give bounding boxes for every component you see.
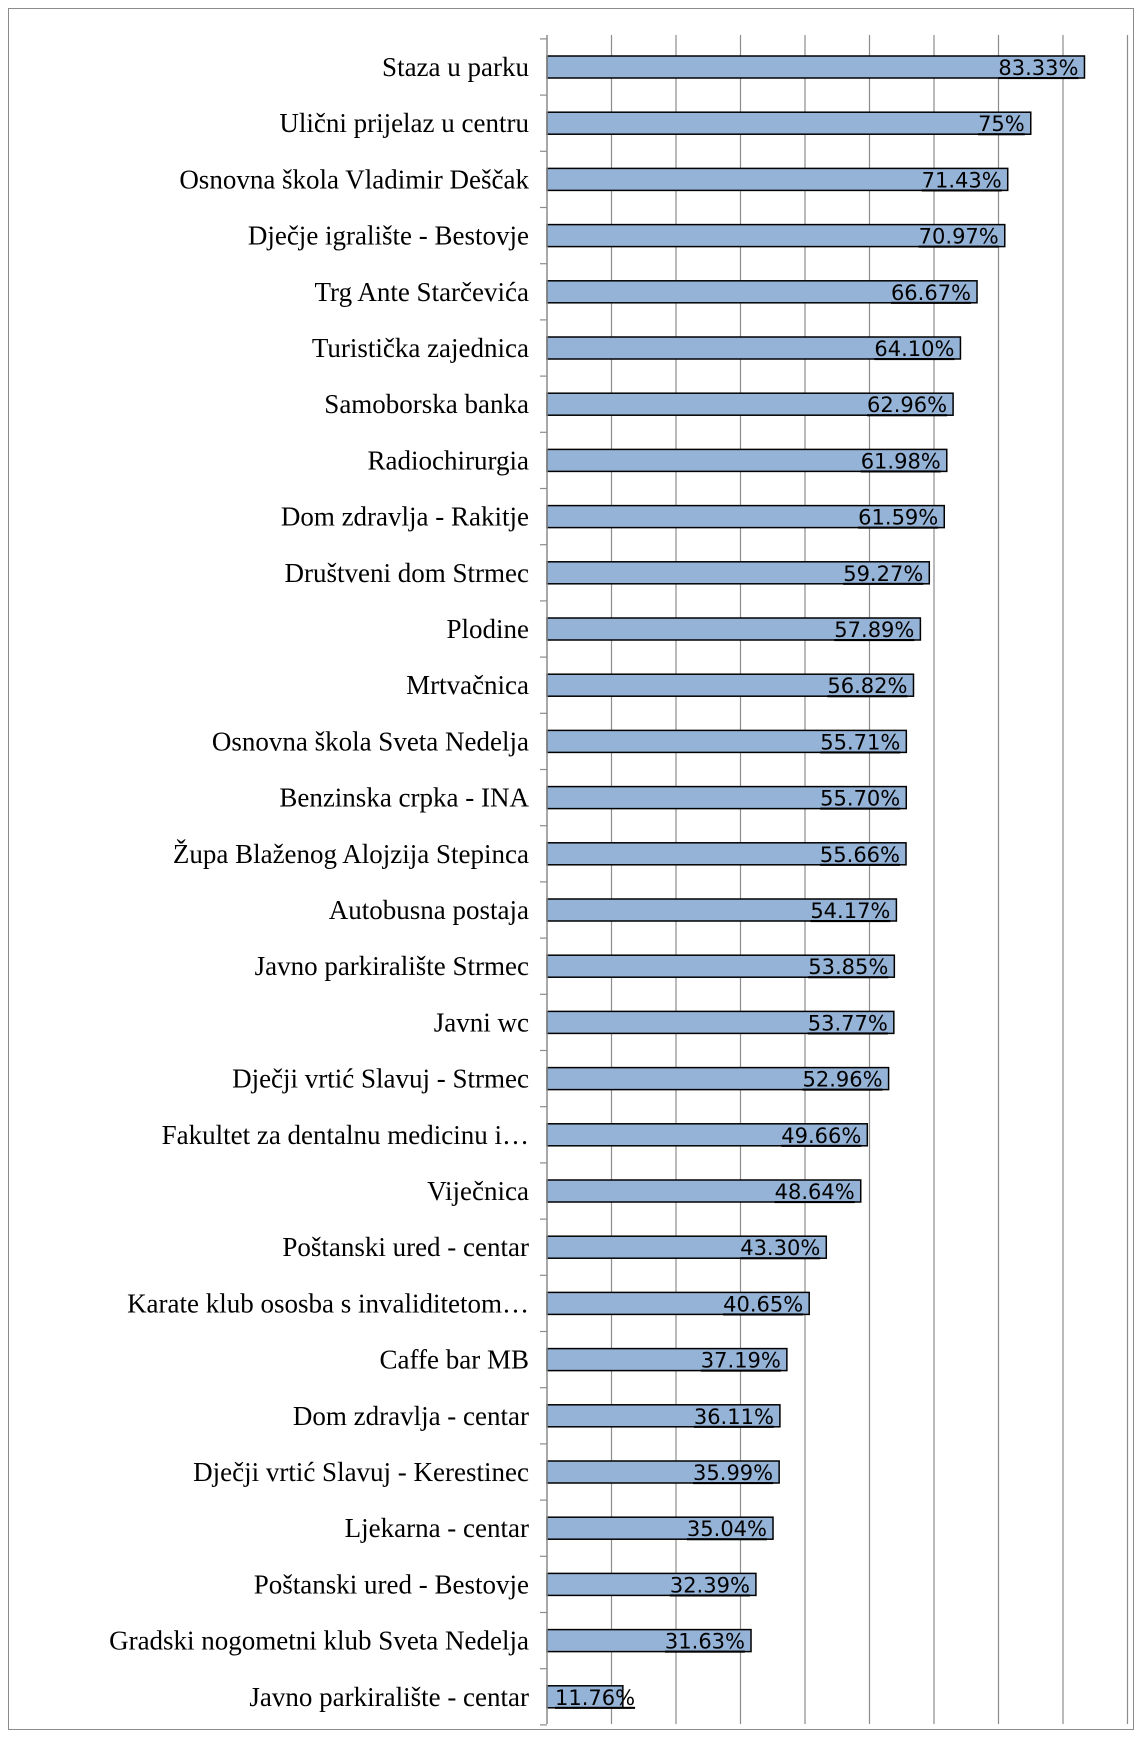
category-label: Poštanski ured - centar — [282, 1232, 529, 1262]
data-label: 32.39% — [670, 1573, 750, 1597]
category-label: Turistička zajednica — [312, 333, 529, 363]
bars — [546, 55, 1086, 1709]
category-label: Osnovna škola Vladimir Deščak — [179, 164, 529, 194]
category-label: Dječji vrtić Slavuj - Strmec — [232, 1064, 529, 1094]
data-label: 75% — [978, 112, 1025, 136]
bar — [546, 111, 1032, 135]
category-label: Fakultet za dentalnu medicinu i… — [162, 1120, 529, 1150]
data-label: 37.19% — [701, 1349, 781, 1373]
data-label: 31.63% — [665, 1630, 745, 1654]
data-label: 40.65% — [723, 1292, 803, 1316]
category-label: Poštanski ured - Bestovje — [254, 1569, 529, 1599]
data-label: 66.67% — [891, 281, 971, 305]
data-label: 61.98% — [861, 449, 941, 473]
data-label: 54.17% — [810, 899, 890, 923]
data-label: 70.97% — [919, 225, 999, 249]
category-label: Autobusna postaja — [329, 895, 529, 925]
bar-chart: Staza u parku 83.33% Ulični prijelaz u cen… — [109, 35, 1129, 1726]
data-label: 55.66% — [820, 843, 900, 867]
data-label: 48.64% — [775, 1180, 855, 1204]
category-label: Mrtvačnica — [406, 670, 529, 700]
data-label: 49.66% — [781, 1124, 861, 1148]
category-label: Dom zdravlja - Rakitje — [281, 502, 529, 532]
data-label: 53.85% — [808, 955, 888, 979]
data-label: 35.04% — [687, 1517, 767, 1541]
gridlines — [610, 35, 1129, 1724]
category-label: Osnovna škola Sveta Nedelja — [212, 726, 529, 756]
category-label: Javno parkiralište - centar — [249, 1682, 529, 1712]
category-label: Dječji vrtić Slavuj - Kerestinec — [193, 1457, 529, 1487]
data-label: 61.59% — [858, 506, 938, 530]
category-label: Ulični prijelaz u centru — [279, 108, 529, 138]
category-label: Javno parkiralište Strmec — [255, 951, 529, 981]
category-label: Plodine — [446, 614, 529, 644]
category-label: Caffe bar MB — [380, 1345, 529, 1375]
data-label: 11.76% — [555, 1686, 635, 1710]
category-label: Dječje igralište - Bestovje — [248, 221, 529, 251]
category-label: Karate klub ososba s invaliditetom… — [127, 1288, 529, 1318]
data-label: 56.82% — [827, 674, 907, 698]
category-label: Župa Blaženog Alojzija Stepinca — [173, 839, 529, 869]
data-label: 71.43% — [922, 168, 1002, 192]
category-label: Dom zdravlja - centar — [293, 1401, 529, 1431]
category-label: Trg Ante Starčevića — [315, 277, 529, 307]
data-label: 57.89% — [834, 618, 914, 642]
category-label: Samoborska banka — [324, 389, 529, 419]
category-label: Staza u parku — [382, 52, 529, 82]
category-axis — [540, 35, 548, 1726]
data-label: 52.96% — [803, 1068, 883, 1092]
data-label: 55.71% — [820, 730, 900, 754]
data-label: 53.77% — [808, 1011, 888, 1035]
category-label: Benzinska crpka - INA — [279, 783, 529, 813]
data-label: 55.70% — [820, 787, 900, 811]
category-label: Javni wc — [434, 1007, 529, 1037]
data-label: 64.10% — [874, 337, 954, 361]
category-label: Gradski nogometni klub Sveta Nedelja — [109, 1626, 529, 1656]
chart-frame: Staza u parku 83.33% Ulični prijelaz u cen… — [8, 8, 1134, 1730]
data-label: 36.11% — [694, 1405, 774, 1429]
category-label: Viječnica — [427, 1176, 529, 1206]
data-label: 62.96% — [867, 393, 947, 417]
category-label: Radiochirurgia — [368, 445, 529, 475]
data-label: 43.30% — [740, 1236, 820, 1260]
labels: Staza u parku 83.33% Ulični prijelaz u cen… — [109, 52, 1078, 1712]
category-label: Ljekarna - centar — [345, 1513, 529, 1543]
category-label: Društveni dom Strmec — [285, 558, 529, 588]
data-label: 83.33% — [998, 56, 1078, 80]
data-label: 59.27% — [843, 562, 923, 586]
data-label: 35.99% — [693, 1461, 773, 1485]
